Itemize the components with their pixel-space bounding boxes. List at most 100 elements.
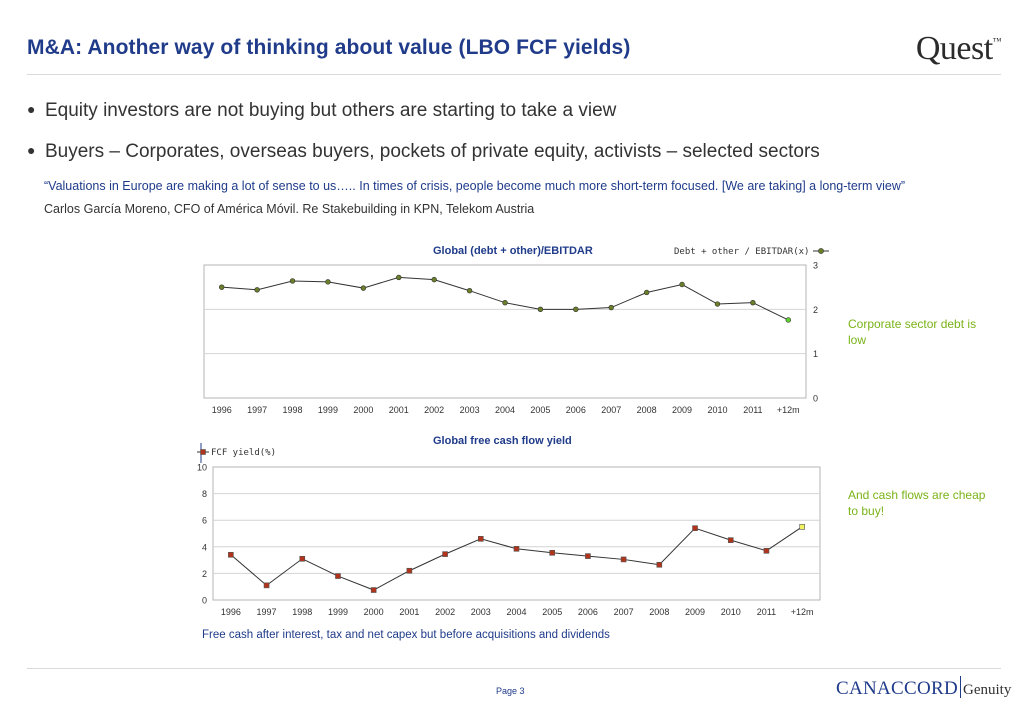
debt-data-point [325,279,331,285]
fcf-legend-marker [200,449,206,455]
debt-x-tick-label: 2001 [389,405,409,415]
fcf-legend-label: FCF yield(%) [211,448,276,458]
fcf-x-tick-label: 2001 [399,607,419,617]
debt-data-point [254,287,260,293]
fcf-x-tick-label: 1998 [292,607,312,617]
fcf-x-tick-label: 1996 [221,607,241,617]
debt-x-tick-label: 2007 [601,405,621,415]
fcf-data-point [656,561,663,568]
bullet-dot-icon: ● [27,142,36,158]
debt-data-point [502,299,508,306]
debt-x-tick-label: 2011 [743,405,762,415]
debt-x-tick-label: 1997 [247,405,267,415]
fcf-data-point [549,549,556,556]
debt-note: Corporate sector debt is low [848,317,977,347]
fcf-plot-frame [212,466,821,601]
bullet-item: ● Buyers – Corporates, overseas buyers, p… [27,141,820,162]
fcf-data-point [763,547,770,554]
debt-y-tick-label: 2 [813,305,818,315]
fcf-x-tick-label: 2010 [721,607,741,617]
debt-x-tick-label: +12m [777,405,800,415]
fcf-x-tick-label: 2007 [614,607,634,617]
fcf-data-point [692,525,698,531]
quote-text: “Valuations in Europe are making a lot o… [44,179,906,193]
fcf-x-tick-label: 2004 [506,607,526,617]
footer-divider [27,668,1001,669]
fcf-data-point [263,582,270,589]
page-title: M&A: Another way of thinking about value… [27,36,631,59]
fcf-x-tick-label: +12m [791,607,814,617]
debt-x-tick-label: 2008 [637,405,657,415]
fcf-x-tick-label: 1997 [257,607,277,617]
debt-data-point [289,278,296,284]
fcf-data-point [477,536,484,542]
debt-plot-frame [203,264,807,399]
debt-y-tick-label: 3 [813,261,818,271]
fcf-x-tick-label: 2002 [435,607,455,617]
chart-title-fcf: Global free cash flow yield [433,435,572,447]
debt-x-tick-label: 2006 [566,405,586,415]
debt-x-tick-label: 1996 [212,405,232,415]
debt-x-tick-label: 2002 [424,405,444,415]
fcf-x-tick-label: 1999 [328,607,348,617]
fcf-data-point [335,573,341,579]
chart-title-debt: Global (debt + other)/EBITDAR [433,245,593,257]
page-number: Page 3 [496,686,525,696]
debt-x-tick-label: 2000 [353,405,373,415]
fcf-data-point [799,524,805,530]
quest-logo: Quest™ [915,30,1002,67]
debt-data-point [643,289,650,296]
quote-attribution: Carlos García Moreno, CFO of América Móv… [44,202,535,216]
debt-data-point [750,299,756,306]
debt-x-tick-label: 2004 [495,405,515,415]
fcf-x-tick-label: 2000 [364,607,384,617]
debt-data-point [573,306,579,313]
fcf-data-point [442,551,448,557]
fcf-y-tick-label: 8 [202,489,207,499]
fcf-x-tick-label: 2003 [471,607,491,617]
fcf-data-point [228,551,234,558]
fcf-x-tick-label: 2006 [578,607,598,617]
debt-legend-label: Debt + other / EBITDAR(x) [674,247,809,257]
fcf-y-tick-label: 0 [202,596,207,606]
debt-data-point [431,276,437,283]
debt-data-point [714,301,721,307]
debt-x-tick-label: 2010 [707,405,727,415]
fcf-data-point [585,553,591,559]
debt-data-point [785,317,791,323]
bullet-dot-icon: ● [27,101,36,117]
fcf-y-tick-label: 10 [197,463,207,473]
debt-legend-marker [818,248,824,254]
canaccord-genuity-logo: CANACCORD Genuity [836,676,1012,699]
fcf-data-point [299,555,306,562]
fcf-x-tick-label: 2005 [542,607,562,617]
debt-x-tick-label: 2009 [672,405,692,415]
fcf-x-tick-label: 2008 [649,607,669,617]
fcf-y-tick-label: 2 [202,569,207,579]
debt-y-tick-label: 1 [813,349,818,359]
debt-data-point [396,274,402,281]
debt-data-point [466,288,473,294]
debt-y-tick-label: 0 [813,394,818,404]
fcf-data-point [620,556,627,563]
debt-x-tick-label: 2003 [460,405,480,415]
fcf-data-point [727,537,734,543]
debt-data-point [537,306,544,313]
fcf-note: And cash flows are cheap to buy! [848,488,986,518]
fcf-x-tick-label: 2011 [757,607,776,617]
fcf-data-point [370,587,377,593]
fcf-x-tick-label: 2009 [685,607,705,617]
debt-x-tick-label: 2005 [530,405,550,415]
header-divider [27,74,1001,75]
fcf-y-tick-label: 6 [202,516,207,526]
debt-data-point [608,304,614,311]
debt-data-point [679,281,685,288]
debt-data-point [360,285,367,291]
debt-data-point [219,284,225,290]
debt-x-tick-label: 1999 [318,405,338,415]
fcf-footnote: Free cash after interest, tax and net ca… [202,629,610,641]
fcf-y-tick-label: 4 [202,542,207,552]
debt-x-tick-label: 1998 [283,405,303,415]
fcf-data-point [513,545,520,552]
